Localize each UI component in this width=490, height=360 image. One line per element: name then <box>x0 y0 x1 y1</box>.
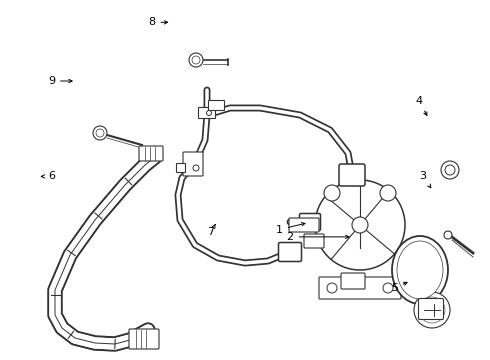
FancyBboxPatch shape <box>278 243 301 261</box>
Text: 5: 5 <box>391 282 407 293</box>
Ellipse shape <box>392 236 448 304</box>
FancyBboxPatch shape <box>299 213 320 230</box>
FancyBboxPatch shape <box>198 108 216 118</box>
Circle shape <box>419 297 445 323</box>
Circle shape <box>445 165 455 175</box>
Circle shape <box>414 292 450 328</box>
Circle shape <box>324 185 340 201</box>
Circle shape <box>189 53 203 67</box>
Circle shape <box>93 126 107 140</box>
FancyBboxPatch shape <box>304 234 324 248</box>
FancyBboxPatch shape <box>319 277 401 299</box>
FancyBboxPatch shape <box>209 100 224 111</box>
Circle shape <box>441 161 459 179</box>
Circle shape <box>444 231 452 239</box>
Circle shape <box>383 283 393 293</box>
FancyBboxPatch shape <box>418 298 443 320</box>
Circle shape <box>380 185 396 201</box>
Text: 2: 2 <box>287 232 349 242</box>
Text: 9: 9 <box>48 76 72 86</box>
Text: 8: 8 <box>148 17 168 27</box>
Circle shape <box>192 56 200 64</box>
Text: 4: 4 <box>416 96 427 116</box>
FancyBboxPatch shape <box>341 273 365 289</box>
FancyBboxPatch shape <box>289 218 319 232</box>
FancyBboxPatch shape <box>176 163 186 172</box>
FancyBboxPatch shape <box>129 329 159 349</box>
Circle shape <box>96 129 104 137</box>
Text: 7: 7 <box>207 224 215 237</box>
FancyBboxPatch shape <box>183 152 203 176</box>
Circle shape <box>352 217 368 233</box>
FancyBboxPatch shape <box>139 146 163 161</box>
Circle shape <box>193 165 199 171</box>
FancyBboxPatch shape <box>339 164 365 186</box>
Circle shape <box>315 180 405 270</box>
Text: 6: 6 <box>41 171 55 181</box>
Polygon shape <box>425 305 439 315</box>
Circle shape <box>206 111 212 116</box>
Text: 3: 3 <box>419 171 431 188</box>
Ellipse shape <box>397 241 443 299</box>
Circle shape <box>327 283 337 293</box>
Text: 1: 1 <box>276 222 305 235</box>
